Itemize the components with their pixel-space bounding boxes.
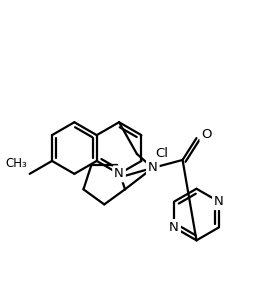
Text: N: N: [169, 221, 178, 234]
Text: N: N: [114, 167, 123, 180]
Text: CH₃: CH₃: [5, 157, 27, 170]
Text: N: N: [147, 161, 157, 174]
Text: O: O: [201, 128, 211, 141]
Text: Cl: Cl: [155, 146, 168, 160]
Text: N: N: [213, 195, 223, 208]
